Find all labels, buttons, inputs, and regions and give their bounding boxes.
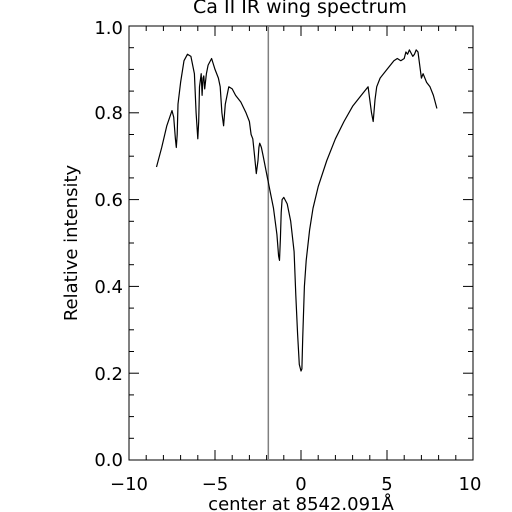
y-tick-labels: 0.0 0.2 0.4 0.6 0.8 1.0	[94, 18, 123, 471]
y-axis-label: Relative intensity	[61, 164, 82, 321]
x-tick-label: −5	[202, 474, 229, 495]
y-axis-ticks	[129, 25, 473, 461]
x-tick-label: −10	[110, 474, 148, 495]
x-axis-label: center at 8542.091Å	[208, 493, 394, 512]
y-tick-label: 0.0	[94, 450, 123, 471]
plot-frame	[128, 25, 474, 461]
chart-title: Ca II IR wing spectrum	[193, 0, 407, 18]
spectrum-line	[155, 49, 438, 372]
y-tick-label: 0.8	[94, 103, 123, 124]
y-tick-label: 0.4	[94, 277, 123, 298]
x-tick-label: 0	[295, 474, 306, 495]
x-tick-labels: −10 −5 0 5 10	[110, 474, 481, 495]
x-tick-label: 10	[459, 474, 482, 495]
y-tick-label: 0.2	[94, 364, 123, 385]
y-tick-label: 1.0	[94, 18, 123, 39]
x-tick-label: 5	[381, 474, 392, 495]
x-axis-ticks	[128, 26, 474, 460]
y-tick-label: 0.6	[94, 190, 123, 211]
